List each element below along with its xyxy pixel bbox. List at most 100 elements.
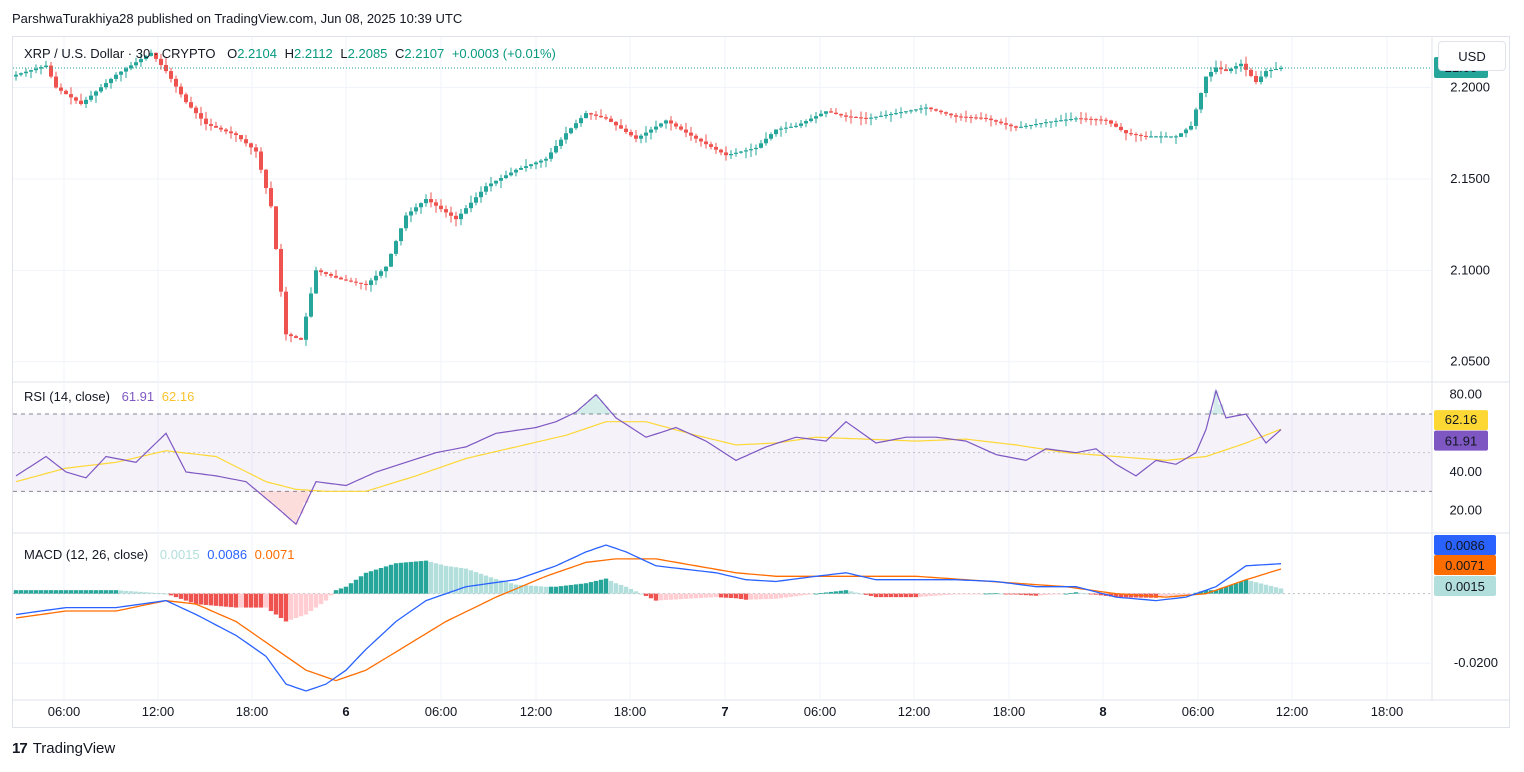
tradingview-footer[interactable]: 17 TradingView: [12, 740, 115, 757]
candle-body: [464, 208, 468, 214]
candle: [274, 206, 278, 251]
candle-body: [619, 125, 623, 129]
open-label: O: [227, 46, 238, 61]
candle-body: [1004, 123, 1008, 125]
macd-hist-bar: [443, 565, 449, 594]
macd-hist-bar: [253, 593, 259, 608]
candle-body: [1069, 118, 1073, 121]
macd-hist-bar: [678, 593, 684, 600]
macd-hist-bar: [1178, 593, 1184, 596]
candle-body: [319, 270, 323, 273]
candle: [364, 280, 368, 291]
macd-hist-bar: [998, 593, 1004, 595]
macd-hist-bar: [728, 593, 734, 598]
candle-body: [854, 116, 858, 119]
candle: [724, 146, 728, 161]
candle-body: [284, 291, 288, 335]
macd-hist-bar: [488, 577, 494, 594]
candle-body: [174, 78, 178, 87]
macd-hist-bar: [1028, 593, 1034, 596]
candle: [719, 148, 723, 156]
macd-hist-bar: [668, 593, 674, 600]
macd-hist-bar: [683, 593, 689, 599]
currency-button[interactable]: USD: [1438, 41, 1506, 71]
macd-hist-bar: [993, 593, 999, 595]
candle-body: [459, 213, 463, 220]
macd-hist-bar: [358, 576, 364, 594]
candle: [994, 119, 998, 126]
candle: [999, 118, 1003, 125]
candle: [1114, 120, 1118, 128]
candle: [734, 148, 738, 157]
candle: [354, 278, 358, 286]
candle: [1039, 122, 1043, 128]
macd-hist-bar: [1078, 592, 1084, 594]
candle: [34, 64, 38, 74]
candle-body: [1179, 133, 1183, 137]
macd-hist-bar: [823, 592, 829, 594]
candle-body: [524, 166, 528, 168]
candle-body: [89, 95, 93, 100]
macd-hist-bar: [1203, 590, 1209, 594]
macd-hist-bar: [258, 593, 264, 608]
macd-hist-bar: [18, 590, 24, 594]
candle: [224, 127, 228, 135]
candle-body: [1254, 75, 1258, 83]
candle: [154, 52, 158, 62]
candle: [754, 144, 758, 156]
candle-body: [544, 158, 548, 161]
macd-hist-bar: [573, 584, 579, 594]
macd-label[interactable]: MACD (12, 26, close): [24, 547, 149, 562]
macd-hist-bar: [868, 593, 874, 596]
candle: [249, 142, 253, 155]
macd-hist-bar: [548, 586, 554, 594]
symbol-title[interactable]: XRP / U.S. Dollar · 30 · CRYPTO: [24, 46, 216, 61]
candle-body: [579, 118, 583, 124]
macd-hist-bar: [653, 593, 659, 601]
macd-hist-bar: [463, 568, 469, 594]
candle: [99, 84, 103, 94]
macd-hist-bar: [753, 593, 759, 600]
candle: [909, 109, 913, 114]
macd-hist-bar: [378, 568, 384, 594]
macd-hist-bar: [608, 580, 614, 594]
candle-body: [1149, 136, 1153, 138]
rsi-label[interactable]: RSI (14, close): [24, 389, 110, 404]
candle: [749, 143, 753, 158]
candle-body: [779, 128, 783, 130]
candle: [434, 199, 438, 213]
candle-body: [489, 183, 493, 187]
candle: [209, 118, 213, 131]
macd-hist-bar: [93, 590, 99, 594]
macd-hist-bar: [313, 593, 319, 608]
macd-hist-bar: [813, 593, 819, 595]
candle: [949, 112, 953, 119]
candle-body: [1224, 69, 1228, 72]
macd-hist-bar: [238, 593, 244, 608]
candle-body: [1054, 120, 1058, 122]
candle: [989, 115, 993, 127]
candle-body: [894, 113, 898, 115]
macd-hist-bar: [183, 593, 189, 601]
macd-hist-bar: [553, 586, 559, 594]
candle: [334, 270, 338, 279]
candle: [1179, 133, 1183, 138]
macd-hist-bar: [1048, 593, 1054, 595]
macd-hist-bar: [233, 593, 239, 608]
candle: [554, 139, 558, 154]
macd-hist-bar: [383, 566, 389, 594]
macd-hist-bar: [343, 586, 349, 594]
candle-body: [324, 272, 328, 274]
candle-body: [219, 127, 223, 130]
candle: [1059, 114, 1063, 122]
candle-body: [1259, 76, 1263, 83]
candle: [319, 268, 323, 276]
macd-hist-bar: [273, 593, 279, 615]
candle-body: [1094, 119, 1098, 121]
candle: [309, 287, 313, 318]
macd-hist-bar: [1183, 593, 1189, 596]
candle-body: [624, 128, 628, 133]
candle-body: [1119, 126, 1123, 131]
macd-hist-bar: [768, 593, 774, 600]
